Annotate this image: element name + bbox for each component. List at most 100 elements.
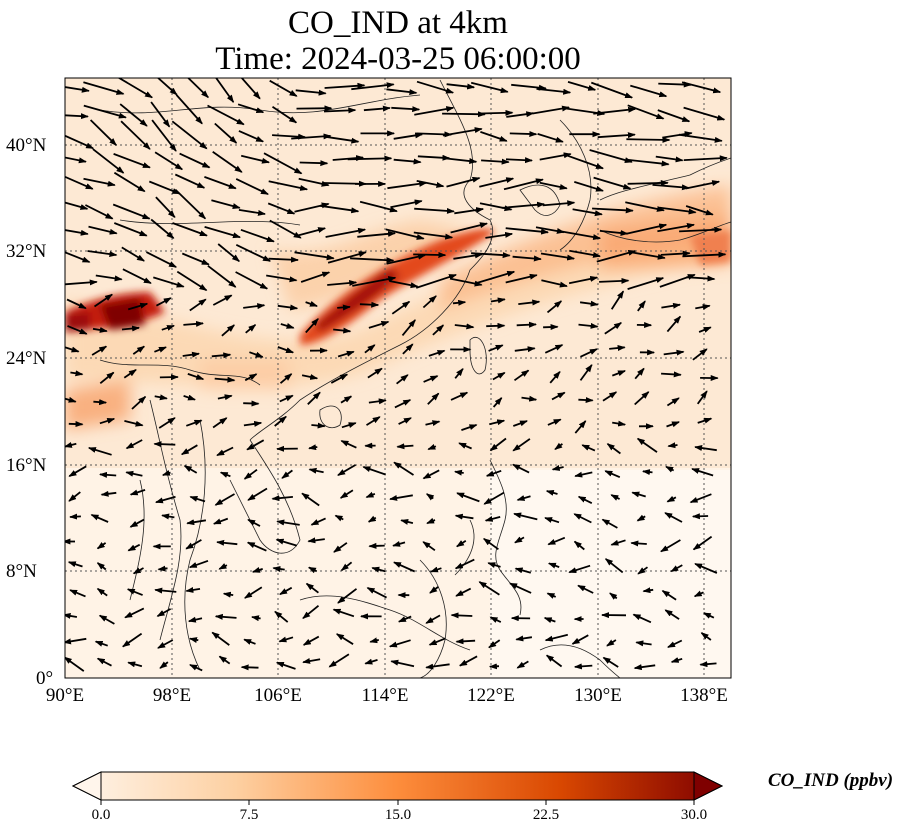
wind-arrow: [479, 109, 514, 116]
wind-arrow: [212, 517, 229, 525]
wind-arrow: [446, 157, 478, 165]
wind-arrow: [513, 369, 530, 382]
wind-arrow: [568, 564, 591, 574]
wind-arrow: [442, 111, 486, 118]
wind-arrow: [207, 104, 245, 126]
wind-arrow: [514, 567, 532, 574]
wind-arrow: [610, 290, 625, 310]
wind-arrow: [366, 416, 381, 426]
wind-arrow: [390, 199, 423, 209]
wind-arrow: [83, 177, 116, 187]
wind-arrow: [698, 326, 712, 333]
wind-arrow: [590, 81, 634, 99]
wind-arrow: [428, 349, 446, 357]
wind-arrow: [65, 175, 94, 190]
wind-arrow: [691, 513, 709, 520]
wind-arrow: [243, 468, 258, 480]
wind-arrow: [279, 373, 293, 384]
wind-arrow: [363, 105, 391, 112]
wind-arrow: [280, 322, 295, 329]
wind-arrow: [489, 419, 506, 426]
wind-arrow: [340, 395, 353, 404]
wind-arrow: [68, 491, 81, 502]
wind-arrow: [387, 180, 428, 190]
wind-arrow: [393, 561, 416, 573]
wind-arrow: [129, 489, 146, 496]
wind-arrow: [214, 493, 235, 506]
wind-arrow: [148, 180, 181, 195]
wind-arrow: [216, 446, 234, 457]
wind-arrow: [368, 542, 385, 549]
wind-arrow: [337, 464, 357, 476]
wind-arrow: [235, 271, 269, 290]
wind-arrow: [642, 587, 654, 594]
wind-arrow: [156, 608, 172, 617]
wind-arrow: [596, 249, 637, 263]
wind-arrow: [512, 255, 542, 262]
wind-arrow: [367, 367, 383, 379]
wind-arrow: [359, 200, 398, 213]
wind-arrow: [371, 566, 386, 573]
wind-arrow: [516, 321, 537, 328]
wind-arrow: [456, 539, 467, 548]
wind-arrow: [211, 352, 232, 359]
wind-arrow: [631, 491, 646, 498]
wind-arrow: [244, 373, 258, 382]
wind-arrow: [362, 466, 386, 476]
wind-arrow: [427, 392, 440, 405]
wind-arrow: [483, 491, 505, 505]
wind-arrow: [551, 465, 564, 471]
wind-arrow: [217, 394, 233, 401]
wind-arrow: [661, 590, 677, 601]
wind-arrow: [204, 176, 237, 190]
wind-arrow: [560, 230, 602, 241]
wind-arrow: [212, 417, 228, 429]
wind-arrow: [113, 222, 148, 237]
wind-arrow: [423, 375, 439, 383]
wind-arrow: [572, 208, 603, 217]
wind-arrow: [310, 517, 326, 526]
wind-arrow: [521, 395, 538, 402]
wind-arrow: [625, 201, 665, 212]
map-frame: [64, 77, 732, 679]
wind-arrow: [450, 222, 488, 234]
wind-arrow: [459, 655, 478, 667]
wind-arrow: [511, 83, 547, 91]
wind-arrow: [422, 295, 437, 309]
wind-arrow: [305, 318, 319, 334]
wind-arrow: [389, 280, 419, 289]
wind-arrow: [268, 256, 299, 263]
wind-arrow: [156, 78, 178, 96]
wind-arrow: [327, 251, 367, 264]
wind-arrow: [246, 541, 267, 552]
lon-tick-label: 122°E: [467, 685, 515, 706]
wind-arrow: [272, 133, 307, 140]
wind-arrow: [176, 270, 208, 292]
wind-arrow: [670, 657, 683, 663]
wind-arrow: [204, 226, 241, 239]
wind-arrow: [547, 536, 566, 546]
wind-arrow: [272, 566, 285, 572]
wind-arrow: [308, 566, 318, 574]
wind-arrow: [626, 158, 670, 167]
wind-arrow: [185, 586, 201, 593]
wind-arrow: [308, 444, 318, 451]
wind-arrow: [664, 512, 683, 523]
wind-arrow: [642, 469, 653, 476]
wind-arrow: [207, 265, 237, 288]
wind-arrow: [125, 439, 143, 450]
wind-arrow: [657, 222, 695, 233]
wind-arrow: [235, 178, 269, 196]
wind-arrow: [158, 417, 176, 429]
wind-arrow: [512, 438, 531, 452]
wind-arrow: [325, 135, 360, 144]
wind-arrow: [352, 276, 397, 287]
wind-arrow: [657, 109, 691, 123]
wind-arrow: [574, 181, 604, 192]
wind-arrow: [573, 663, 593, 670]
wind-arrow: [599, 230, 629, 236]
wind-arrow: [96, 587, 108, 597]
wind-arrow: [155, 297, 172, 307]
wind-arrow: [425, 493, 435, 501]
wind-arrow: [94, 640, 108, 647]
